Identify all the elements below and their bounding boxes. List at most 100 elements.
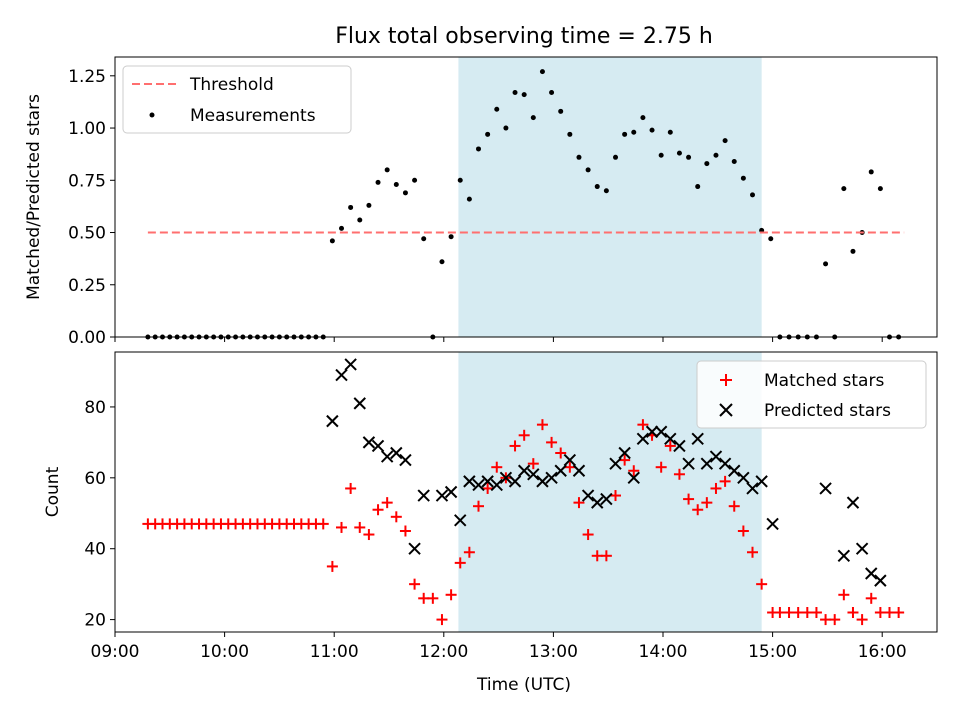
predicted-star-point xyxy=(581,489,595,502)
bottom-y-tick-label: 80 xyxy=(84,398,106,418)
matched-star-point xyxy=(619,454,631,466)
predicted-star-point xyxy=(819,482,832,495)
predicted-star-point xyxy=(766,517,779,531)
measurement-point xyxy=(823,261,829,267)
measurement-point xyxy=(603,188,609,194)
matched-star-point xyxy=(372,504,384,516)
matched-star-point xyxy=(655,461,667,473)
bottom-legend-box xyxy=(696,360,927,429)
predicted-star-point xyxy=(417,489,430,502)
matched-star-point xyxy=(409,578,421,590)
matched-star-point xyxy=(600,550,612,562)
bottom-y-tick-label: 40 xyxy=(84,540,106,560)
predicted-star-point xyxy=(362,436,376,449)
x-tick-label: 10:00 xyxy=(200,642,249,662)
x-tick-label: 09:00 xyxy=(91,642,140,662)
measurement-point xyxy=(658,152,664,158)
matched-star-point xyxy=(454,557,466,569)
measurement-point xyxy=(686,154,692,160)
predicted-star-point xyxy=(344,358,357,371)
figure-title: Flux total observing time = 2.75 h xyxy=(335,24,713,49)
measurement-point xyxy=(841,186,847,192)
predicted-star-point xyxy=(682,457,695,470)
legend-threshold-label: Threshold xyxy=(189,75,274,95)
predicted-star-point xyxy=(691,432,704,446)
x-tick-label: 16:00 xyxy=(858,642,907,662)
measurement-point xyxy=(448,234,454,240)
matched-star-point xyxy=(427,592,439,604)
x-tick-label: 11:00 xyxy=(310,642,359,662)
top-legend: Threshold Measurements xyxy=(122,65,352,134)
measurement-point xyxy=(466,196,472,202)
predicted-star-point xyxy=(600,492,613,506)
matched-star-point xyxy=(555,447,567,459)
measurement-point xyxy=(439,259,445,265)
predicted-star-point xyxy=(846,496,860,509)
predicted-star-point xyxy=(636,432,650,446)
matched-star-point xyxy=(829,614,841,626)
measurement-point xyxy=(676,150,682,156)
measurement-point xyxy=(558,108,564,114)
predicted-star-point xyxy=(673,439,686,453)
top-legend-box xyxy=(122,65,352,134)
matched-star-point xyxy=(546,436,558,448)
predicted-star-point xyxy=(435,489,449,502)
predicted-star-point xyxy=(481,475,494,488)
x-tick-label: 14:00 xyxy=(639,642,688,662)
matched-star-point xyxy=(673,468,685,480)
measurement-point xyxy=(530,115,536,121)
matched-star-point xyxy=(710,482,722,494)
measurement-point xyxy=(850,248,856,254)
matched-star-point xyxy=(573,497,585,509)
predicted-star-point xyxy=(508,475,522,488)
matched-star-point xyxy=(628,465,640,477)
measurement-point xyxy=(421,236,427,242)
matched-stars-points xyxy=(142,419,905,626)
matched-star-point xyxy=(838,589,850,601)
matched-star-point xyxy=(354,521,366,533)
measurement-point xyxy=(768,236,774,242)
measurement-point xyxy=(576,154,582,160)
bottom-y-axis-ticks: 20 40 60 80 xyxy=(84,398,115,631)
measurement-point xyxy=(594,184,600,190)
matched-star-point xyxy=(336,521,348,533)
predicted-star-point xyxy=(517,464,531,477)
measurement-point xyxy=(357,217,363,223)
predicted-star-point xyxy=(865,567,878,580)
matched-star-point xyxy=(610,490,622,502)
predicted-stars-points xyxy=(326,358,887,587)
measurement-point xyxy=(494,106,500,112)
legend-matched-swatch xyxy=(720,374,732,386)
bottom-legend: Matched stars Predicted stars xyxy=(696,360,927,429)
measurement-point xyxy=(731,158,737,164)
matched-star-point xyxy=(390,511,402,523)
predicted-star-point xyxy=(499,471,513,485)
predicted-star-point xyxy=(855,542,869,555)
measurement-point xyxy=(740,175,746,181)
predicted-star-point xyxy=(545,471,558,485)
predicted-star-point xyxy=(399,453,412,467)
measurement-point xyxy=(329,238,335,244)
matched-star-point xyxy=(737,525,749,537)
predicted-star-point xyxy=(746,482,759,495)
predicted-star-point xyxy=(609,457,622,470)
matched-star-point xyxy=(756,578,768,590)
predicted-star-point xyxy=(755,475,768,488)
matched-star-point xyxy=(683,493,695,505)
predicted-star-point xyxy=(353,397,366,410)
top-panel: 0.00 0.25 0.50 0.75 1.00 1.25 Matched/Predict… xyxy=(24,56,938,348)
predicted-star-point xyxy=(371,439,385,453)
legend-predicted-label: Predicted stars xyxy=(764,401,891,421)
measurement-point xyxy=(695,184,701,190)
matched-star-point xyxy=(345,482,357,494)
top-y-axis-label: Matched/Predicted stars xyxy=(24,94,44,300)
bottom-y-tick-label: 20 xyxy=(84,611,106,631)
measurement-point xyxy=(713,152,719,158)
matched-star-point xyxy=(810,607,822,619)
top-y-tick-label: 0.75 xyxy=(68,171,106,191)
measurement-point xyxy=(750,192,756,198)
matched-star-point xyxy=(856,614,868,626)
top-x-axis-ticks xyxy=(114,337,883,342)
predicted-star-point xyxy=(718,457,732,470)
